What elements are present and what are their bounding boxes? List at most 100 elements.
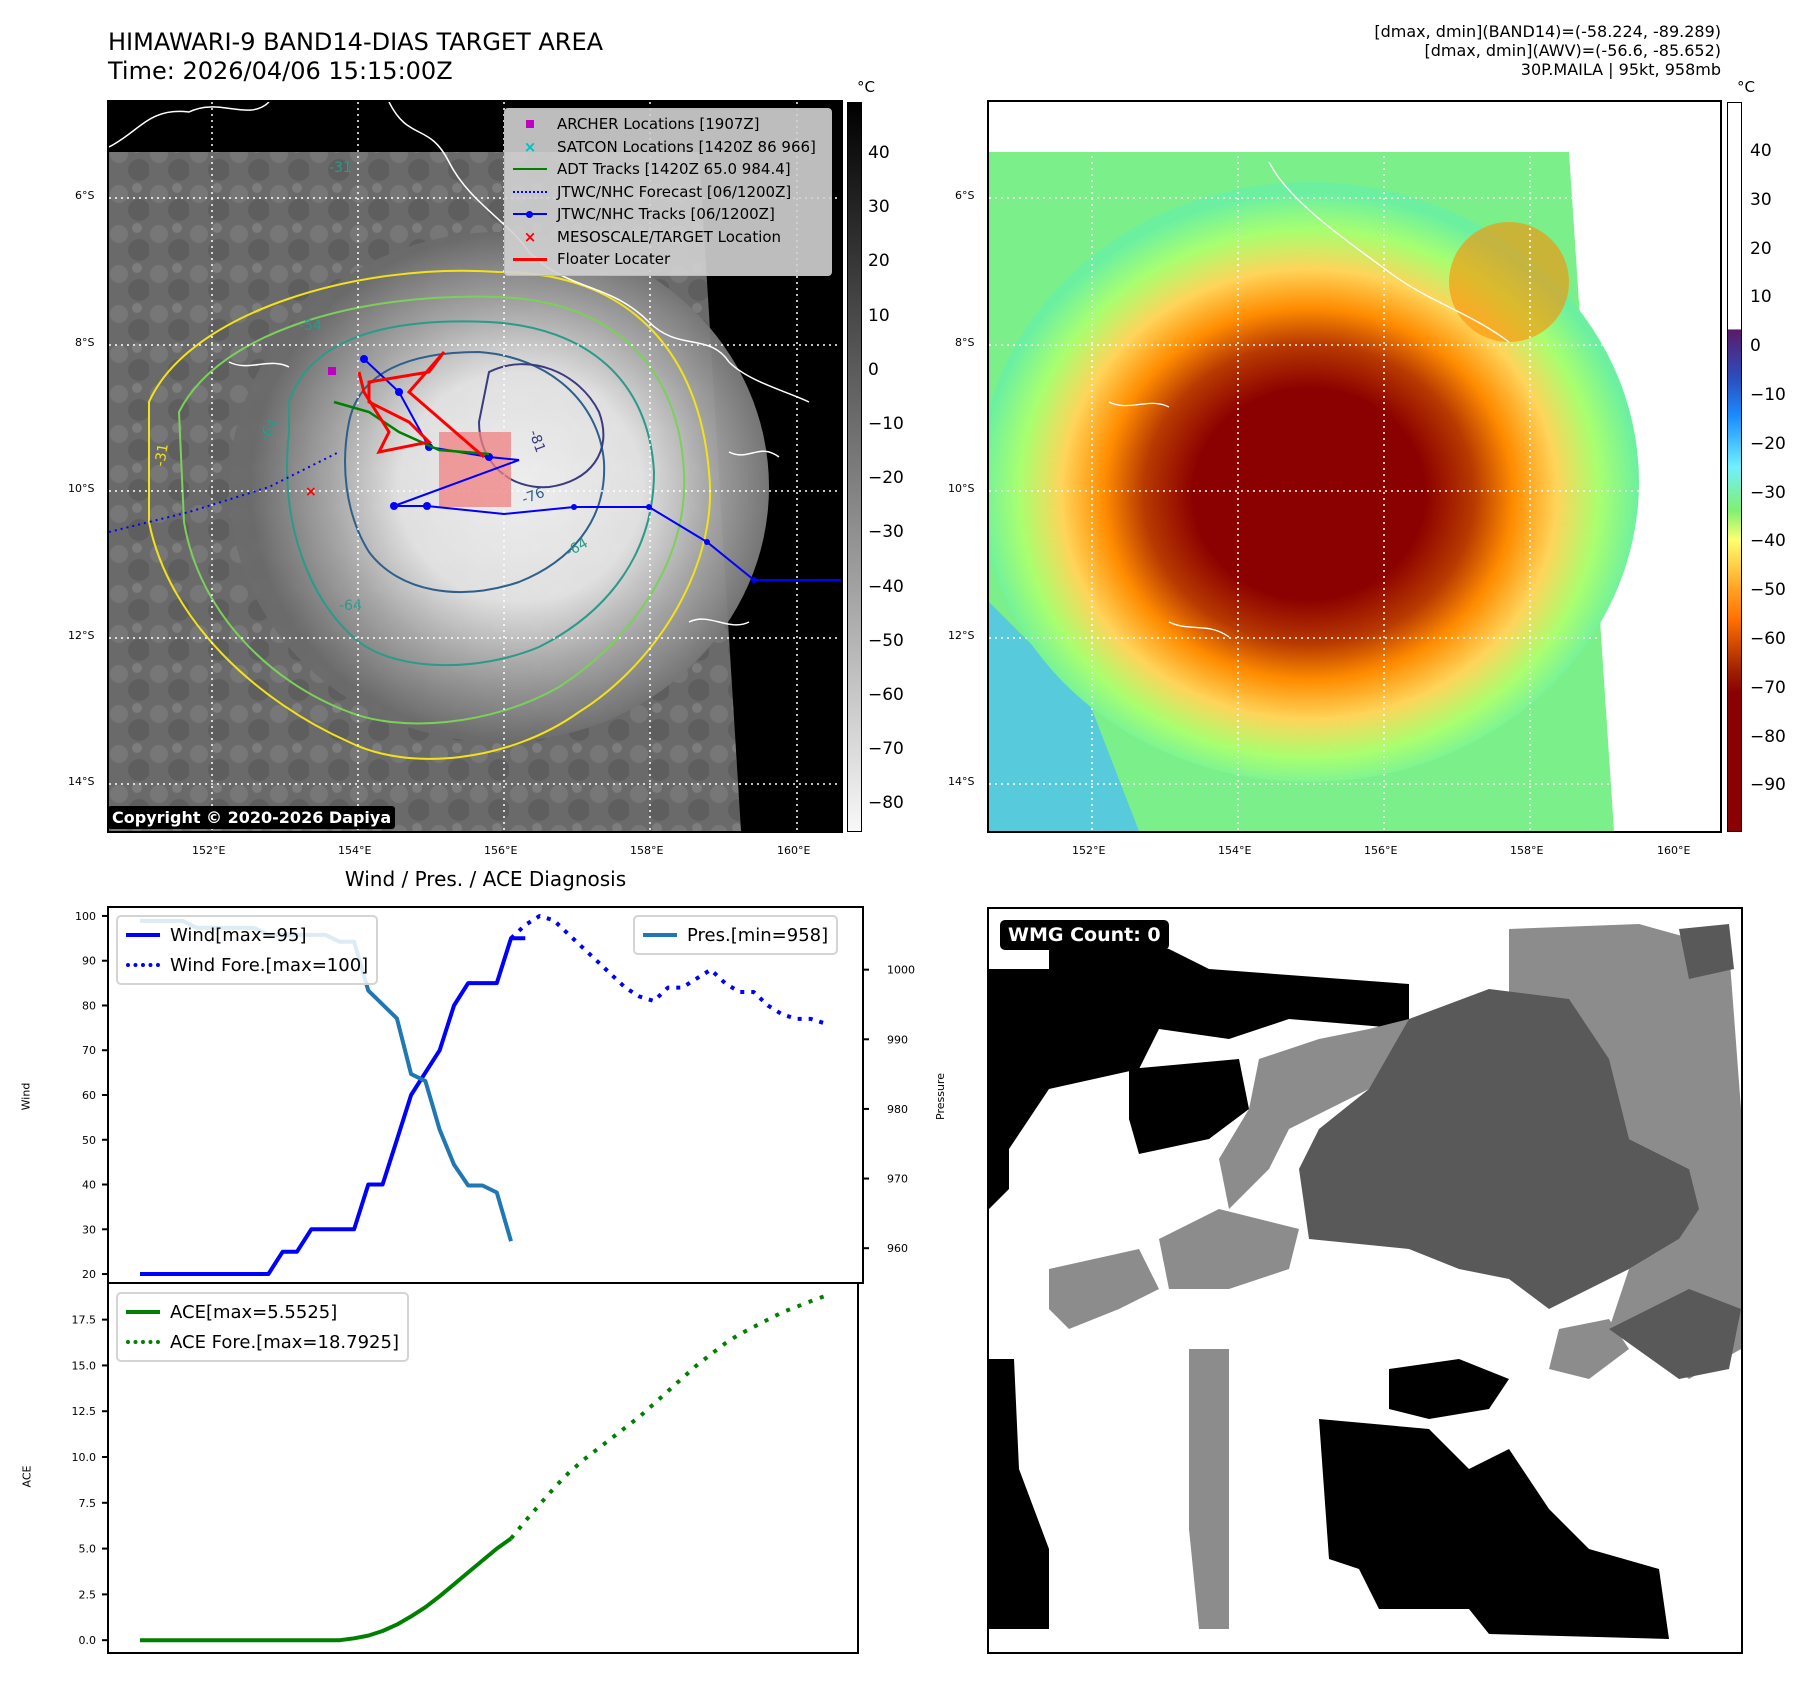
y-tick-label: 60 bbox=[82, 1089, 96, 1102]
y-right-tick-label: 990 bbox=[887, 1033, 908, 1046]
wmg-image bbox=[989, 924, 1741, 1639]
lon-tick: 160°E bbox=[1657, 844, 1691, 857]
awv-map-panel bbox=[987, 100, 1722, 833]
colorbar-tick: 10 bbox=[1750, 287, 1772, 308]
lat-tick: 12°S bbox=[948, 629, 975, 642]
y-tick-label: 100 bbox=[75, 910, 96, 923]
svg-text:-31: -31 bbox=[329, 160, 352, 176]
series-line-wind-max---- bbox=[140, 936, 526, 1276]
y-tick-label: 20 bbox=[82, 1268, 96, 1281]
series-line-wind-fore--max----- bbox=[509, 914, 826, 1026]
band14-stats: [dmax, dmin](BAND14)=(-58.224, -89.289) bbox=[1374, 22, 1721, 41]
y-tick-label: 80 bbox=[82, 999, 96, 1012]
colorbar-tick: −30 bbox=[868, 522, 904, 543]
colorbar-tick: 30 bbox=[1750, 189, 1772, 210]
line-marker-icon bbox=[126, 933, 160, 937]
coastlines bbox=[1108, 161, 1510, 638]
colorbar-gray bbox=[847, 102, 862, 832]
colorbar-tick: −40 bbox=[1750, 531, 1786, 552]
y-tick-label: 70 bbox=[82, 1044, 96, 1057]
lat-tick: 10°S bbox=[948, 482, 975, 495]
colorbar-tick: 40 bbox=[868, 143, 890, 163]
colorbar-tick: −40 bbox=[868, 576, 904, 597]
title-line-2: Time: 2026/04/06 15:15:00Z bbox=[108, 57, 453, 85]
colorbar-tick: 30 bbox=[868, 197, 890, 218]
legend-archer: ARCHER Locations [1907Z] bbox=[513, 113, 823, 136]
legend-mesoscale: × MESOSCALE/TARGET Location bbox=[513, 226, 823, 249]
wmg-count-badge: WMG Count: 0 bbox=[1000, 920, 1169, 950]
legend-ace-fore: ACE Fore.[max=18.7925] bbox=[126, 1327, 399, 1357]
colorbar-tick: 0 bbox=[868, 359, 879, 380]
line-marker-icon bbox=[513, 168, 547, 171]
lon-tick: 156°E bbox=[484, 844, 518, 857]
legend-jtwc-forecast: JTWC/NHC Forecast [06/1200Z] bbox=[513, 181, 823, 204]
svg-text:-76: -76 bbox=[520, 485, 547, 508]
lat-tick: 12°S bbox=[68, 629, 95, 642]
colorbar-tick: 20 bbox=[1750, 238, 1772, 259]
colorbar-tick: −90 bbox=[1750, 775, 1786, 796]
jtwc-forecast-line bbox=[109, 451, 340, 533]
legend-jtwc-tracks: JTWC/NHC Tracks [06/1200Z] bbox=[513, 203, 823, 226]
jtwc-track-points bbox=[360, 355, 757, 583]
y-tick-label: 17.5 bbox=[72, 1314, 97, 1327]
dotted-line-icon bbox=[126, 1340, 160, 1344]
y-right-tick-label: 970 bbox=[887, 1173, 908, 1186]
figure-title: HIMAWARI-9 BAND14-DIAS TARGET AREA Time: … bbox=[108, 28, 603, 86]
ace-legend: ACE[max=5.5525] ACE Fore.[max=18.7925] bbox=[116, 1292, 409, 1362]
legend-wind: Wind[max=95] bbox=[126, 920, 368, 950]
lon-tick: 160°E bbox=[777, 844, 811, 857]
legend-floater: Floater Locater bbox=[513, 248, 823, 271]
y-tick-label: 2.5 bbox=[79, 1588, 97, 1601]
mesoscale-marker: × bbox=[305, 484, 317, 500]
contour-76 bbox=[344, 350, 606, 593]
colorbar-tick: −70 bbox=[868, 739, 904, 760]
plot-frame bbox=[107, 1282, 859, 1654]
x-marker-icon: × bbox=[523, 137, 537, 156]
storm-info: 30P.MAILA | 95kt, 958mb bbox=[1520, 60, 1721, 79]
ace-ylabel: ACE bbox=[20, 1465, 34, 1488]
title-line-1: HIMAWARI-9 BAND14-DIAS TARGET AREA bbox=[108, 28, 604, 56]
line-marker-icon bbox=[643, 933, 677, 937]
lat-tick: 14°S bbox=[948, 775, 975, 788]
legend-wind-fore: Wind Fore.[max=100] bbox=[126, 950, 368, 980]
series-line-ace-max-------- bbox=[140, 1536, 513, 1643]
legend-satcon: × SATCON Locations [1420Z 86 966] bbox=[513, 136, 823, 159]
y-right-tick-label: 1000 bbox=[887, 964, 915, 977]
legend-ace: ACE[max=5.5525] bbox=[126, 1297, 399, 1327]
y-tick-label: 5.0 bbox=[79, 1543, 97, 1556]
x-marker-icon: × bbox=[523, 227, 537, 246]
y-tick-label: 7.5 bbox=[79, 1497, 97, 1510]
lat-tick: 14°S bbox=[68, 775, 95, 788]
colorbar-tick: −50 bbox=[1750, 580, 1786, 601]
wind-legend: Wind[max=95] Wind Fore.[max=100] bbox=[116, 915, 379, 985]
wind-ylabel: Wind bbox=[19, 1082, 33, 1111]
y-tick-label: 15.0 bbox=[72, 1359, 97, 1372]
lon-tick: 152°E bbox=[192, 844, 226, 857]
lon-tick: 152°E bbox=[1072, 844, 1106, 857]
y-tick-label: 10.0 bbox=[72, 1451, 97, 1464]
contour-54 bbox=[177, 295, 686, 725]
gridlines bbox=[989, 102, 1720, 831]
colorbar-tick: 20 bbox=[868, 251, 890, 272]
ace-chart: 17.5 15.0 12.5 10.0 7.5 5.0 2.5 0.0 bbox=[72, 1282, 859, 1654]
y-tick-label: 50 bbox=[82, 1134, 96, 1147]
dotted-line-icon bbox=[126, 963, 160, 967]
ir-map-panel: × -54 -64 -81 -76 -64 -64 -31 -31 ARCHER… bbox=[107, 100, 843, 833]
colorbar-gray-unit: °C bbox=[857, 78, 875, 96]
colorbar-tick: −10 bbox=[1750, 385, 1786, 405]
svg-text:-81: -81 bbox=[525, 428, 548, 455]
series-line-ace-fore--max--------- bbox=[509, 1294, 826, 1540]
awv-map-image bbox=[989, 102, 1720, 831]
lat-tick: 6°S bbox=[955, 189, 975, 202]
line-marker-icon bbox=[126, 1310, 160, 1314]
archer-marker bbox=[328, 367, 336, 375]
legend-pressure: Pres.[min=958] bbox=[643, 920, 828, 950]
y-tick-label: 90 bbox=[82, 955, 96, 968]
pressure-ylabel: Pressure bbox=[933, 1073, 947, 1120]
colorbar-tick: −20 bbox=[1750, 433, 1786, 454]
colorbar-tick: −30 bbox=[1750, 482, 1786, 503]
y-tick-label: 30 bbox=[82, 1223, 96, 1236]
lon-tick: 154°E bbox=[1218, 844, 1252, 857]
line-marker-icon bbox=[513, 257, 547, 261]
y-right-tick-label: 980 bbox=[887, 1103, 908, 1116]
